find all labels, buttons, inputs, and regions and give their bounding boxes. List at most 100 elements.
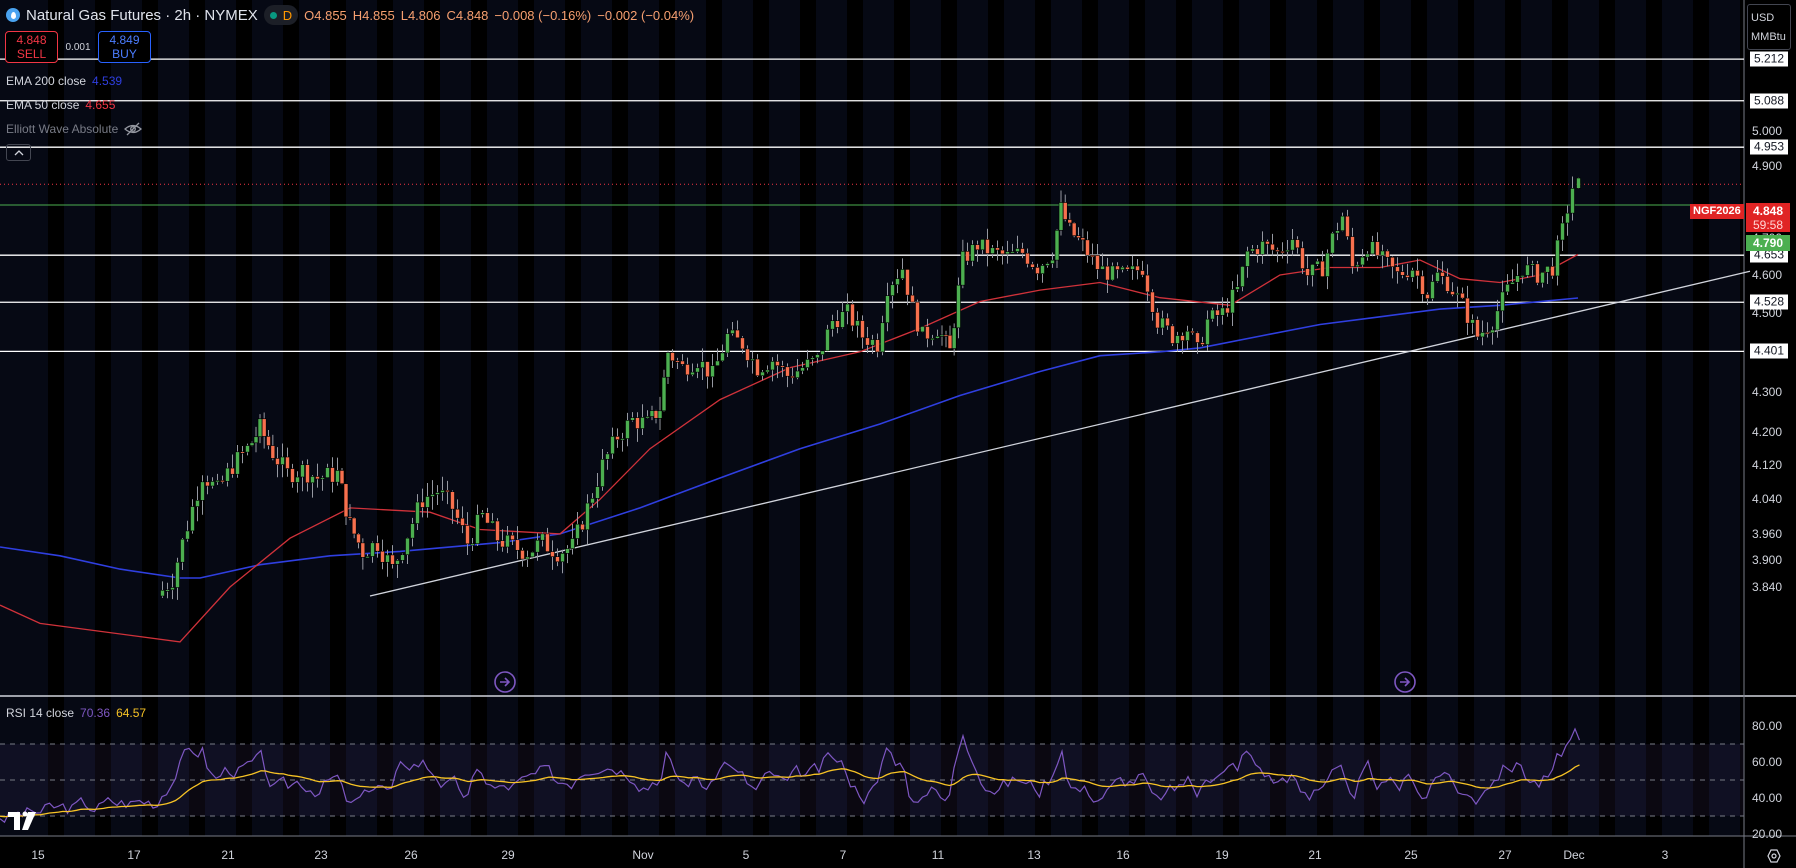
price-tick-label: 3.840 bbox=[1752, 580, 1783, 595]
session-stripe bbox=[1380, 0, 1411, 836]
trend-line[interactable] bbox=[369, 270, 1751, 597]
session-stripe bbox=[299, 0, 330, 836]
time-tick-label: Dec bbox=[1563, 848, 1585, 862]
rsi-label: RSI 14 close bbox=[6, 706, 75, 720]
ohlc-values: O4.855 H4.855 L4.806 C4.848 −0.008 (−0.1… bbox=[304, 8, 694, 23]
legend-ema50[interactable]: EMA 50 close 4.655 bbox=[6, 98, 115, 112]
sell-price: 4.848 bbox=[16, 33, 47, 47]
eye-hidden-icon[interactable] bbox=[124, 122, 143, 136]
rsi-value: 70.36 bbox=[80, 706, 111, 720]
ema200-label: EMA 200 close bbox=[6, 74, 87, 88]
close-value: C4.848 bbox=[446, 7, 489, 23]
spread-value: 0.001 bbox=[65, 41, 91, 53]
change-value: −0.008 (−0.16%) bbox=[494, 7, 592, 23]
session-stripe bbox=[769, 0, 800, 836]
session-stripe bbox=[205, 0, 236, 836]
time-tick-label: 7 bbox=[839, 848, 847, 862]
time-tick-label: 21 bbox=[1308, 848, 1322, 862]
session-stripe bbox=[1192, 0, 1223, 836]
session-stripe bbox=[910, 0, 941, 836]
buy-button[interactable]: 4.849 BUY bbox=[98, 31, 151, 63]
market-status[interactable]: D bbox=[263, 5, 299, 25]
buy-label: BUY bbox=[112, 47, 137, 61]
session-stripe bbox=[722, 0, 753, 836]
price-tick-label: 4.120 bbox=[1752, 458, 1783, 473]
session-stripe bbox=[863, 0, 894, 836]
rsi-tick-label: 20.00 bbox=[1752, 827, 1783, 841]
price-tick-label: 4.600 bbox=[1752, 267, 1783, 282]
rsi-tick-label: 60.00 bbox=[1752, 755, 1783, 769]
low-value: L4.806 bbox=[400, 7, 441, 23]
chevron-up-icon bbox=[14, 149, 23, 155]
flame-icon bbox=[6, 8, 20, 22]
session-stripe bbox=[1615, 0, 1646, 836]
symbol-title[interactable]: Natural Gas Futures · 2h · NYMEX bbox=[26, 6, 258, 24]
price-tick-label: 4.300 bbox=[1752, 384, 1783, 399]
elliott-wave-label: Elliott Wave Absolute bbox=[6, 122, 119, 136]
price-tick-label: 4.200 bbox=[1752, 425, 1783, 440]
session-stripe bbox=[675, 0, 706, 836]
candlestick-series[interactable] bbox=[160, 176, 1581, 600]
time-tick-label: 21 bbox=[221, 848, 235, 862]
sell-label: SELL bbox=[16, 47, 47, 61]
session-stripe bbox=[487, 0, 518, 836]
session-stripe bbox=[1709, 0, 1740, 836]
rsi-line[interactable] bbox=[0, 727, 1581, 824]
time-tick-label: 27 bbox=[1498, 848, 1512, 862]
time-tick-label: 13 bbox=[1027, 848, 1041, 862]
legend-ema200[interactable]: EMA 200 close 4.539 bbox=[6, 74, 122, 88]
tradingview-logo-icon[interactable] bbox=[8, 811, 36, 831]
time-tick-label: 16 bbox=[1116, 848, 1130, 862]
last-price-label: 4.848 59:58 bbox=[1746, 203, 1790, 232]
session-stripe bbox=[1004, 0, 1035, 836]
legend-rsi[interactable]: RSI 14 close 70.36 64.57 bbox=[6, 706, 146, 720]
collapse-legend-button[interactable] bbox=[6, 144, 31, 161]
price-tick-label: 4.040 bbox=[1752, 492, 1783, 507]
ema200-line[interactable] bbox=[0, 297, 1579, 579]
level-price-label: 4.528 bbox=[1750, 294, 1788, 310]
ema50-label: EMA 50 close bbox=[6, 98, 80, 112]
legend-elliott-wave[interactable]: Elliott Wave Absolute bbox=[6, 122, 143, 136]
session-stripe bbox=[346, 0, 377, 836]
unit-label: MMBtu bbox=[1751, 31, 1786, 43]
symbol-tag: NGF2026 bbox=[1690, 204, 1744, 219]
change-value-2: −0.002 (−0.04%) bbox=[597, 7, 695, 23]
open-value: O4.855 bbox=[304, 7, 347, 23]
time-tick-label: 23 bbox=[314, 848, 328, 862]
time-tick-label: 3 bbox=[1661, 848, 1669, 862]
currency-unit-selector[interactable]: USD MMBtu bbox=[1747, 4, 1791, 50]
ema50-line[interactable] bbox=[0, 253, 1579, 643]
wave-marker-arrow-icon[interactable] bbox=[494, 671, 516, 693]
level-price-label: 4.653 bbox=[1750, 247, 1788, 263]
price-tick-label: 3.960 bbox=[1752, 526, 1783, 541]
ema50-value: 4.655 bbox=[85, 98, 116, 112]
sell-button[interactable]: 4.848 SELL bbox=[5, 31, 58, 63]
session-stripe bbox=[1568, 0, 1599, 836]
data-delay-badge: D bbox=[282, 7, 293, 23]
time-tick-label: 29 bbox=[501, 848, 515, 862]
level-price-label: 4.401 bbox=[1750, 343, 1788, 359]
settings-hex-icon[interactable] bbox=[1766, 848, 1782, 864]
session-stripe bbox=[1474, 0, 1505, 836]
rsi-ma-line[interactable] bbox=[0, 764, 1580, 818]
session-stripe bbox=[1145, 0, 1176, 836]
time-tick-label: 26 bbox=[404, 848, 418, 862]
last-price-value: 4.848 bbox=[1752, 204, 1784, 218]
level-price-label: 4.953 bbox=[1750, 139, 1788, 155]
session-stripe bbox=[1051, 0, 1082, 836]
session-stripe bbox=[1239, 0, 1270, 836]
currency-label: USD bbox=[1751, 12, 1775, 24]
wave-marker-arrow-icon[interactable] bbox=[1394, 671, 1416, 693]
ema200-value: 4.539 bbox=[92, 74, 123, 88]
price-tick-label: 5.000 bbox=[1752, 123, 1783, 138]
session-stripe bbox=[1333, 0, 1364, 836]
bar-countdown: 59:58 bbox=[1752, 218, 1784, 232]
rsi-tick-label: 80.00 bbox=[1752, 719, 1783, 733]
session-stripe bbox=[252, 0, 283, 836]
session-stripe bbox=[581, 0, 612, 836]
time-tick-label: 5 bbox=[742, 848, 750, 862]
level-price-label: 5.088 bbox=[1750, 93, 1788, 109]
rsi-ma-value: 64.57 bbox=[116, 706, 147, 720]
session-stripe bbox=[816, 0, 847, 836]
